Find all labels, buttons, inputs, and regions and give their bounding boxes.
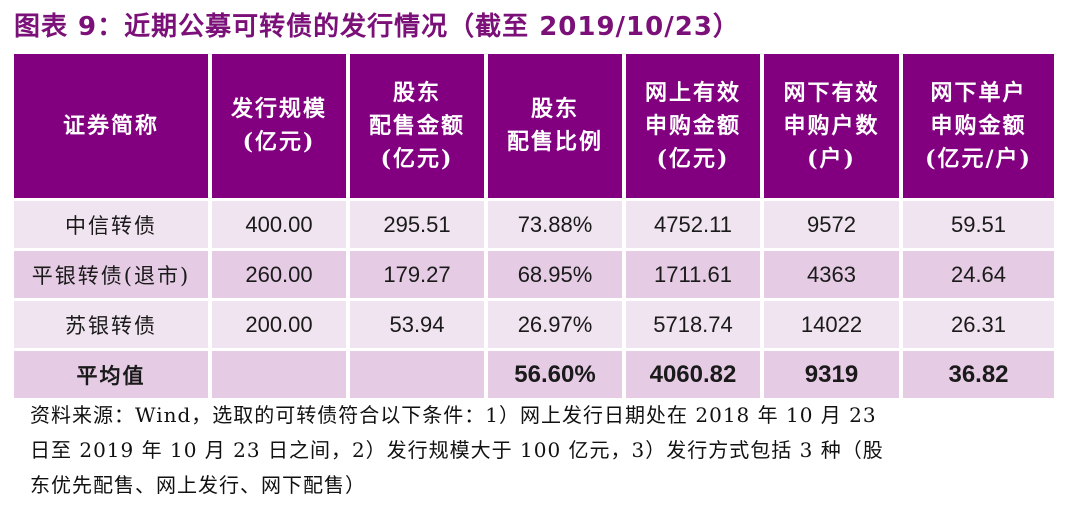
table-row: 平银转债(退市) 260.00 179.27 68.95% 1711.61 43… xyxy=(14,251,1054,298)
cell-per-account-amount: 26.31 xyxy=(903,301,1054,348)
average-row: 平均值 56.60% 4060.82 9319 36.82 xyxy=(14,351,1054,398)
header-line: 发行规模 xyxy=(230,96,327,122)
cell-offline-count: 14022 xyxy=(764,301,899,348)
cell-issue-size: 200.00 xyxy=(212,301,346,348)
convertible-bond-issuance-table: 证券简称 发行规模 (亿元) 股东 配售金额 (亿元) 股东 配售比例 网上有效… xyxy=(10,51,1058,401)
cell-placement-ratio: 26.97% xyxy=(488,301,622,348)
cell-average-per-account-amount: 36.82 xyxy=(903,351,1054,398)
cell-average-placement-amount xyxy=(350,351,484,398)
header-unit: (亿元) xyxy=(380,145,454,172)
header-unit: (亿元) xyxy=(656,145,730,172)
header-line: 配售金额 xyxy=(368,112,465,139)
footnote-line: 日至 2019 年 10 月 23 日之间，2）发行规模大于 100 亿元，3）… xyxy=(30,438,884,462)
cell-placement-amount: 53.94 xyxy=(350,301,484,348)
header-line: 股东 xyxy=(530,96,579,122)
header-issue-size: 发行规模 (亿元) xyxy=(212,54,346,198)
cell-issue-size: 400.00 xyxy=(212,201,346,248)
header-line: 网下有效 xyxy=(783,79,880,106)
figure-title: 图表 9：近期公募可转债的发行情况（截至 2019/10/23） xyxy=(14,12,740,42)
header-unit: (户) xyxy=(807,145,856,172)
header-line: 股东 xyxy=(392,79,441,106)
cell-per-account-amount: 24.64 xyxy=(903,251,1054,298)
header-line: 网上有效 xyxy=(644,79,741,106)
cell-placement-ratio: 68.95% xyxy=(488,251,622,298)
footnote-line: 东优先配售、网上发行、网下配售） xyxy=(30,473,366,497)
header-offline-subscriber-count: 网下有效 申购户数 (户) xyxy=(764,54,899,198)
header-line: 网下单户 xyxy=(930,79,1027,106)
cell-average-online-amount: 4060.82 xyxy=(626,351,760,398)
cell-placement-amount: 179.27 xyxy=(350,251,484,298)
cell-bond-name: 平银转债(退市) xyxy=(14,251,208,298)
header-bond-name: 证券简称 xyxy=(14,54,208,198)
cell-per-account-amount: 59.51 xyxy=(903,201,1054,248)
cell-average-issue-size xyxy=(212,351,346,398)
source-footnote: 资料来源：Wind，选取的可转债符合以下条件：1）网上发行日期处在 2018 年… xyxy=(30,398,1060,503)
cell-placement-ratio: 73.88% xyxy=(488,201,622,248)
header-line: 申购金额 xyxy=(930,112,1027,139)
header-line: 证券简称 xyxy=(62,112,159,139)
cell-online-amount: 1711.61 xyxy=(626,251,760,298)
footnote-line: 资料来源：Wind，选取的可转债符合以下条件：1）网上发行日期处在 2018 年… xyxy=(30,403,877,427)
cell-average-label: 平均值 xyxy=(14,351,208,398)
header-shareholder-placement-amount: 股东 配售金额 (亿元) xyxy=(350,54,484,198)
cell-placement-amount: 295.51 xyxy=(350,201,484,248)
cell-offline-count: 9572 xyxy=(764,201,899,248)
cell-bond-name: 苏银转债 xyxy=(14,301,208,348)
header-unit: (亿元) xyxy=(242,129,316,155)
cell-offline-count: 4363 xyxy=(764,251,899,298)
header-shareholder-placement-ratio: 股东 配售比例 xyxy=(488,54,622,198)
header-line: 配售比例 xyxy=(506,129,603,155)
table-row: 中信转债 400.00 295.51 73.88% 4752.11 9572 5… xyxy=(14,201,1054,248)
table-row: 苏银转债 200.00 53.94 26.97% 5718.74 14022 2… xyxy=(14,301,1054,348)
cell-average-placement-ratio: 56.60% xyxy=(488,351,622,398)
header-offline-per-account-amount: 网下单户 申购金额 (亿元/户) xyxy=(903,54,1054,198)
header-row: 证券简称 发行规模 (亿元) 股东 配售金额 (亿元) 股东 配售比例 网上有效… xyxy=(14,54,1054,198)
cell-average-offline-count: 9319 xyxy=(764,351,899,398)
cell-online-amount: 5718.74 xyxy=(626,301,760,348)
cell-issue-size: 260.00 xyxy=(212,251,346,298)
cell-bond-name: 中信转债 xyxy=(14,201,208,248)
header-unit: (亿元/户) xyxy=(925,145,1032,172)
header-line: 申购金额 xyxy=(644,112,741,139)
header-online-subscription-amount: 网上有效 申购金额 (亿元) xyxy=(626,54,760,198)
header-line: 申购户数 xyxy=(783,112,880,139)
cell-online-amount: 4752.11 xyxy=(626,201,760,248)
